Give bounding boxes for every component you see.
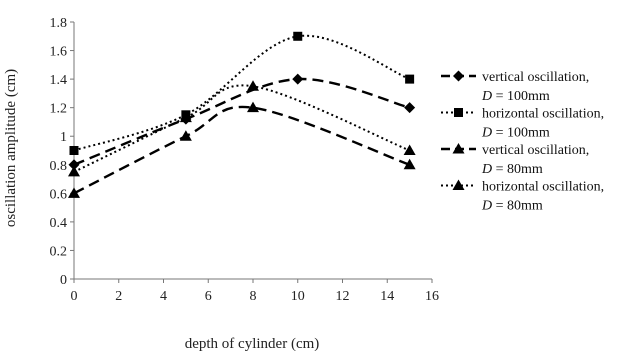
data-point	[403, 158, 416, 170]
data-point	[403, 144, 416, 155]
x-tick-label: 4	[160, 289, 167, 304]
y-axis-ticks: 0 0.2 0.4 0.6 0.8 1 1.2 1.4 1.6 1.8	[50, 16, 74, 288]
series-line	[73, 77, 410, 166]
y-tick-label: 1.4	[50, 73, 68, 88]
series-group	[68, 31, 416, 198]
legend-label-line1: vertical oscillation,	[482, 70, 589, 85]
data-point	[292, 73, 304, 85]
legend-label-line2: D = 80mm	[481, 162, 543, 177]
y-tick-label: 0	[60, 273, 67, 288]
series-3	[68, 101, 416, 198]
legend-marker	[452, 179, 465, 190]
data-point	[247, 101, 259, 113]
x-tick-label: 6	[205, 289, 212, 304]
chart-axes	[73, 22, 432, 280]
x-tick-label: 0	[71, 289, 78, 304]
series-line	[73, 84, 411, 173]
legend-item-2: horizontal oscillation, D = 100mm	[441, 107, 604, 141]
legend-label-line1: horizontal oscillation,	[482, 180, 604, 195]
x-tick-label: 2	[115, 289, 122, 304]
legend-item-3: vertical oscillation, D = 80mm	[441, 143, 589, 177]
legend-diameter-symbol: D	[481, 199, 492, 214]
legend-label-line2: D = 100mm	[481, 89, 550, 104]
legend-marker	[453, 70, 464, 82]
data-point	[404, 102, 416, 114]
legend-marker	[454, 108, 463, 117]
x-tick-label: 14	[380, 289, 394, 304]
legend-diameter-value: = 80mm	[492, 199, 543, 214]
series-line	[73, 105, 411, 195]
series-1	[68, 73, 416, 171]
legend-marker	[452, 143, 465, 154]
legend-item-4: horizontal oscillation, D = 80mm	[441, 179, 604, 214]
x-axis-label: depth of cylinder (cm)	[185, 336, 320, 351]
data-point	[405, 74, 415, 84]
x-tick-label: 8	[250, 289, 257, 304]
x-axis-ticks: 0 2 4 6 8 10 12 14 16	[71, 279, 439, 304]
legend-diameter-value: = 100mm	[492, 89, 550, 104]
y-tick-label: 0.8	[50, 159, 68, 174]
legend-item-1: vertical oscillation, D = 100mm	[441, 70, 589, 104]
legend-label-line1: vertical oscillation,	[482, 143, 589, 158]
y-tick-label: 1.8	[50, 16, 68, 31]
data-point	[68, 187, 80, 198]
legend: vertical oscillation,D = 100mmhorizontal…	[441, 70, 604, 214]
y-tick-label: 1.6	[50, 45, 68, 60]
x-tick-label: 10	[291, 289, 305, 304]
y-tick-label: 0.4	[50, 216, 68, 231]
x-tick-label: 16	[425, 289, 439, 304]
y-axis-label: oscillation amplitude (cm)	[3, 69, 19, 227]
series-4	[68, 80, 416, 177]
series-2	[69, 31, 415, 155]
data-point	[247, 80, 259, 91]
legend-label-line2: D = 100mm	[481, 126, 550, 141]
legend-label-line2: D = 80mm	[481, 199, 543, 214]
series-line	[73, 34, 410, 152]
data-point	[179, 130, 192, 141]
y-tick-label: 0.2	[50, 244, 68, 259]
data-point	[293, 31, 303, 41]
legend-diameter-value: = 100mm	[492, 126, 550, 141]
data-point	[68, 159, 80, 171]
y-tick-label: 1	[60, 130, 67, 145]
legend-diameter-symbol: D	[481, 126, 492, 141]
legend-diameter-symbol: D	[481, 162, 492, 177]
y-tick-label: 1.2	[50, 102, 68, 117]
data-point	[69, 146, 79, 155]
legend-diameter-value: = 80mm	[492, 162, 543, 177]
x-tick-label: 12	[336, 289, 350, 304]
legend-diameter-symbol: D	[481, 89, 492, 104]
data-point	[68, 165, 80, 177]
y-tick-label: 0.6	[50, 187, 68, 202]
data-point	[179, 111, 192, 123]
legend-label-line1: horizontal oscillation,	[482, 107, 604, 122]
